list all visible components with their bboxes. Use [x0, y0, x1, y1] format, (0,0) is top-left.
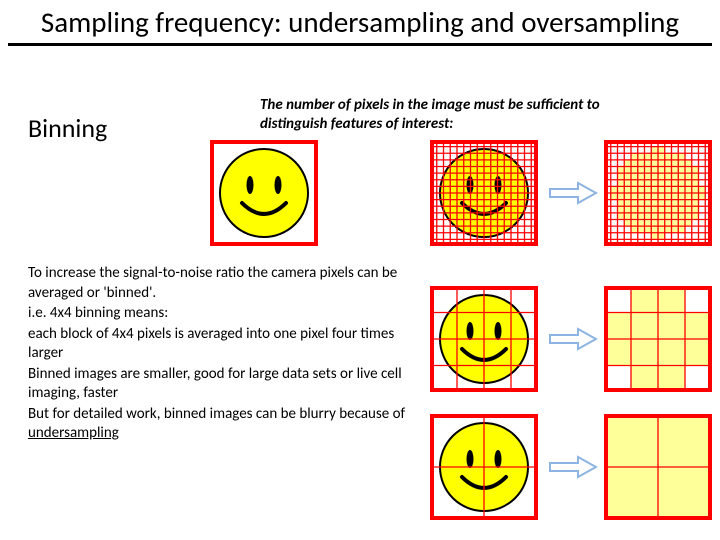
- body-p2: i.e. 4x4 binning means:: [28, 304, 418, 324]
- sampled-coarse: [604, 414, 712, 520]
- arrow-icon: [548, 455, 598, 479]
- body-p3: each block of 4x4 pixels is averaged int…: [28, 325, 418, 364]
- arrow-icon: [548, 181, 598, 205]
- smiley-medium-grid: [430, 286, 538, 392]
- page-title: Sampling frequency: undersampling and ov…: [0, 0, 720, 39]
- body-p4: Binned images are smaller, good for larg…: [28, 365, 418, 404]
- body-p1: To increase the signal-to-noise ratio th…: [28, 264, 418, 303]
- body-text: To increase the signal-to-noise ratio th…: [28, 264, 418, 445]
- smiley-fine-grid: [430, 140, 538, 246]
- caption-top: The number of pixels in the image must b…: [260, 96, 660, 134]
- title-rule: [8, 43, 712, 46]
- body-p5: But for detailed work, binned images can…: [28, 405, 418, 444]
- smiley-plain: [210, 140, 318, 246]
- arrow-icon: [548, 327, 598, 351]
- subtitle: Binning: [28, 112, 107, 144]
- sampled-fine: [604, 140, 712, 246]
- smiley-coarse-grid: [430, 414, 538, 520]
- sampled-medium: [604, 286, 712, 392]
